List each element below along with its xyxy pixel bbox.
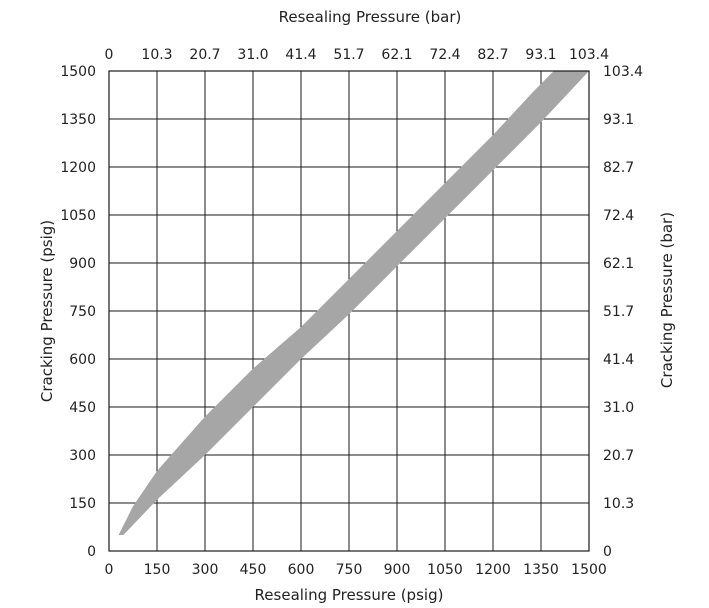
y-tick-label: 1050	[60, 208, 96, 224]
x-tick-label: 1050	[427, 562, 463, 578]
y2-tick-label: 41.4	[603, 352, 634, 368]
y-tick-label: 900	[69, 256, 96, 272]
x-tick-label: 300	[192, 562, 219, 578]
x-tick-label: 150	[144, 562, 171, 578]
x2-tick-label: 103.4	[569, 47, 609, 63]
y2-tick-label: 62.1	[603, 256, 634, 272]
y2-tick-label: 72.4	[603, 208, 634, 224]
plot-frame	[108, 70, 590, 552]
x2-tick-label: 93.1	[525, 47, 556, 63]
y-tick-label: 150	[69, 496, 96, 512]
y-tick-label: 750	[69, 304, 96, 320]
x2-axis-title: Resealing Pressure (bar)	[279, 8, 462, 26]
x2-tick-label: 82.7	[477, 47, 508, 63]
x-tick-label: 1500	[571, 562, 607, 578]
x2-tick-label: 0	[105, 47, 114, 63]
y2-tick-label: 51.7	[603, 304, 634, 320]
x2-tick-label: 20.7	[189, 47, 220, 63]
x2-tick-label: 31.0	[237, 47, 268, 63]
x2-tick-label: 62.1	[381, 47, 412, 63]
y-tick-label: 0	[87, 544, 96, 560]
x2-tick-label: 51.7	[333, 47, 364, 63]
x-axis-title: Resealing Pressure (psig)	[255, 586, 444, 604]
y2-axis-title: Cracking Pressure (bar)	[658, 212, 676, 388]
y2-tick-label: 82.7	[603, 160, 634, 176]
y2-tick-label: 0	[603, 544, 612, 560]
y2-tick-label: 103.4	[603, 64, 643, 80]
x2-tick-label: 72.4	[429, 47, 460, 63]
x-tick-label: 1350	[523, 562, 559, 578]
grid-lines	[109, 71, 589, 551]
y-tick-label: 1350	[60, 112, 96, 128]
y-tick-label: 1500	[60, 64, 96, 80]
y-tick-label: 1200	[60, 160, 96, 176]
y2-tick-label: 93.1	[603, 112, 634, 128]
x2-tick-label: 10.3	[141, 47, 172, 63]
x2-tick-label: 41.4	[285, 47, 316, 63]
x-tick-label: 0	[105, 562, 114, 578]
cracking-pressure-band	[118, 71, 589, 535]
x-tick-label: 450	[240, 562, 267, 578]
y-axis-title: Cracking Pressure (psig)	[38, 220, 56, 402]
y2-tick-label: 20.7	[603, 448, 634, 464]
x-tick-label: 1200	[475, 562, 511, 578]
x-tick-label: 900	[384, 562, 411, 578]
y2-tick-label: 10.3	[603, 496, 634, 512]
y-tick-label: 450	[69, 400, 96, 416]
x-tick-label: 750	[336, 562, 363, 578]
y-tick-label: 300	[69, 448, 96, 464]
y-tick-label: 600	[69, 352, 96, 368]
x-tick-label: 600	[288, 562, 315, 578]
y2-tick-label: 31.0	[603, 400, 634, 416]
